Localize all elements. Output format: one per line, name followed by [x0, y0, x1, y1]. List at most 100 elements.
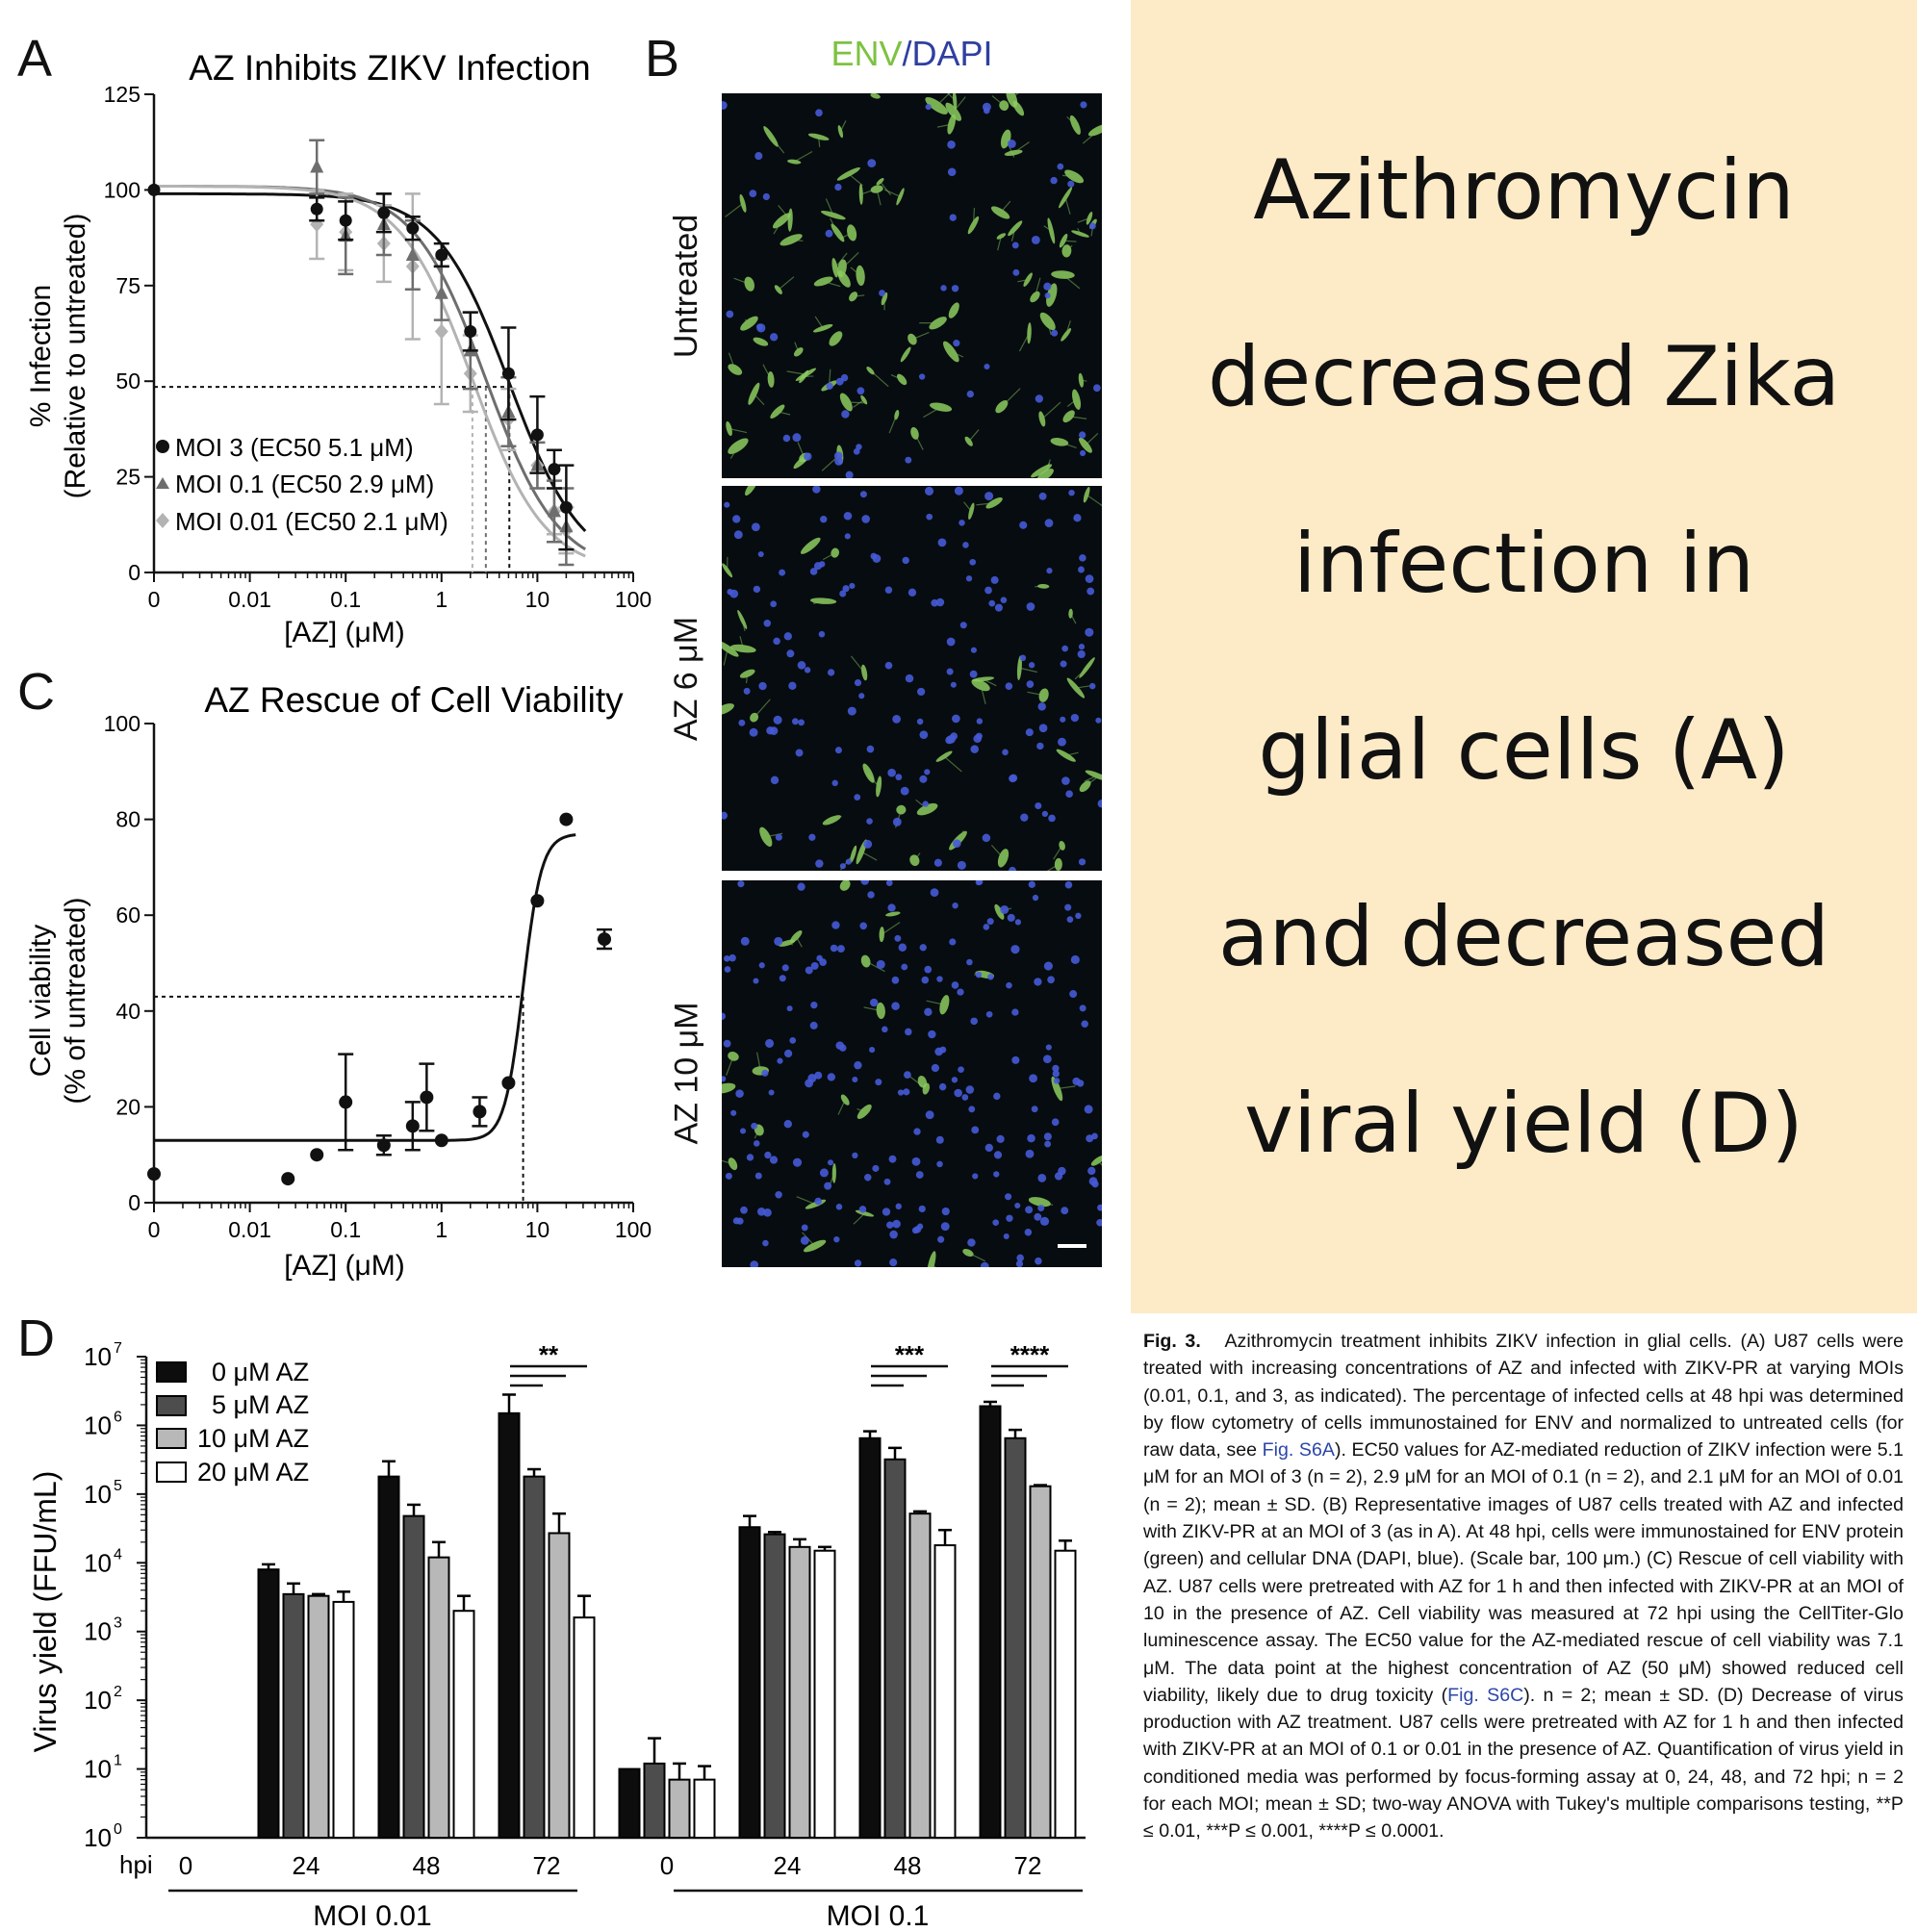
- chart-c-y-tick-label: 40: [115, 999, 141, 1024]
- dapi-nucleus: [751, 522, 760, 532]
- dapi-nucleus: [1079, 1004, 1086, 1012]
- chart-d-x-tick-label: 24: [293, 1851, 320, 1880]
- env-process: [1017, 108, 1023, 115]
- dapi-nucleus: [858, 1206, 867, 1213]
- env-cell: [900, 346, 911, 363]
- env-process: [1039, 1201, 1054, 1206]
- chart-a-y-tick-label: 100: [104, 177, 141, 202]
- env-cell: [1016, 655, 1022, 681]
- dapi-nucleus: [889, 1230, 898, 1239]
- dapi-nucleus: [813, 562, 823, 571]
- env-process: [1097, 1159, 1102, 1166]
- dapi-nucleus: [758, 681, 767, 691]
- env-process: [728, 427, 748, 434]
- caption-link-fig-s6a[interactable]: Fig. S6A: [1262, 1439, 1335, 1462]
- dapi-nucleus: [1079, 554, 1086, 562]
- panel-b-header: ENV/DAPI: [722, 34, 1102, 74]
- dapi-nucleus: [854, 794, 861, 801]
- dapi-nucleus: [798, 719, 805, 726]
- env-cell: [840, 1094, 850, 1106]
- dapi-nucleus: [805, 966, 813, 975]
- env-cell: [870, 93, 881, 99]
- legend-circle-marker: [156, 440, 169, 453]
- dapi-nucleus: [842, 585, 850, 593]
- dapi-nucleus: [1046, 568, 1053, 574]
- dapi-nucleus: [1043, 282, 1052, 291]
- chart-d-x-tick-label: 72: [533, 1851, 561, 1880]
- env-cell: [885, 911, 901, 917]
- dapi-nucleus: [970, 745, 979, 753]
- banner-line-5: and decreased: [1217, 888, 1830, 985]
- legend-swatch-10uM: [156, 1428, 187, 1449]
- chart-d-x-tick-label: 0: [179, 1851, 192, 1880]
- env-process: [1041, 401, 1061, 419]
- dapi-nucleus: [740, 1206, 748, 1214]
- micrograph-az10: [722, 880, 1102, 1267]
- dapi-nucleus: [800, 1235, 809, 1245]
- dapi-nucleus: [983, 107, 990, 114]
- dapi-nucleus: [735, 1089, 744, 1098]
- dapi-nucleus: [732, 515, 741, 523]
- chart-c: AZ Rescue of Cell Viability 020406080100…: [25, 680, 652, 1282]
- chart-d-bar: [377, 1475, 400, 1840]
- env-cell: [861, 664, 868, 681]
- micrograph-az6: [722, 486, 1102, 871]
- banner-line-1: Azithromycin: [1253, 141, 1795, 239]
- dapi-nucleus: [884, 661, 893, 670]
- env-process: [725, 202, 744, 217]
- dapi-nucleus: [1009, 866, 1016, 871]
- env-process: [1027, 691, 1044, 697]
- dapi-nucleus: [965, 1085, 975, 1094]
- chart-d-significance-label: ****: [1010, 1340, 1050, 1369]
- dapi-nucleus: [792, 1157, 803, 1167]
- dapi-nucleus: [1038, 724, 1048, 733]
- env-process: [1082, 129, 1100, 144]
- env-process: [876, 189, 882, 206]
- env-process: [1065, 244, 1073, 252]
- env-process: [884, 913, 894, 917]
- env-process: [756, 1052, 761, 1072]
- env-process: [786, 370, 806, 375]
- legend-triangle-marker: [156, 477, 169, 489]
- dapi-nucleus: [853, 447, 860, 455]
- chart-a-y-tick-label: 125: [104, 82, 141, 107]
- legend-moi001: MOI 0.01 (EC50 2.1 μM): [175, 507, 448, 536]
- chart-c-point: [281, 1172, 295, 1186]
- dapi-nucleus: [775, 1191, 782, 1199]
- dapi-nucleus: [808, 833, 816, 841]
- dapi-nucleus: [941, 1207, 950, 1216]
- env-process: [868, 773, 873, 775]
- env-cell: [990, 206, 1010, 219]
- dapi-nucleus: [1006, 981, 1012, 989]
- summary-banner: Azithromycin decreased Zika infection in…: [1131, 0, 1917, 1313]
- dapi-nucleus: [724, 501, 730, 508]
- env-process: [1066, 398, 1077, 407]
- env-process: [880, 181, 891, 195]
- env-process: [728, 352, 736, 370]
- env-process: [923, 406, 941, 419]
- dapi-nucleus: [892, 715, 902, 724]
- env-process: [1075, 685, 1090, 689]
- env-cell: [943, 341, 959, 363]
- dapi-nucleus: [924, 1007, 933, 1016]
- dapi-nucleus: [1064, 880, 1073, 889]
- chart-d-y-tick-label: 10: [84, 1480, 112, 1509]
- caption-link-fig-s6c[interactable]: Fig. S6C: [1447, 1684, 1524, 1706]
- dapi-nucleus: [819, 1168, 829, 1178]
- env-process: [825, 198, 834, 216]
- dapi-nucleus: [859, 491, 867, 498]
- env-process: [796, 1196, 816, 1206]
- dapi-nucleus: [1015, 1259, 1024, 1267]
- env-cell: [737, 610, 748, 629]
- dapi-nucleus: [934, 1047, 943, 1056]
- dapi-nucleus: [763, 1208, 772, 1217]
- dapi-nucleus: [1095, 717, 1102, 724]
- dapi-nucleus: [854, 1061, 862, 1070]
- dapi-nucleus: [835, 377, 844, 386]
- env-process: [1012, 141, 1030, 154]
- dapi-nucleus: [861, 515, 870, 523]
- dapi-nucleus: [724, 966, 731, 973]
- dapi-nucleus: [985, 1010, 993, 1018]
- dapi-nucleus: [833, 451, 843, 461]
- dapi-nucleus: [722, 1076, 727, 1082]
